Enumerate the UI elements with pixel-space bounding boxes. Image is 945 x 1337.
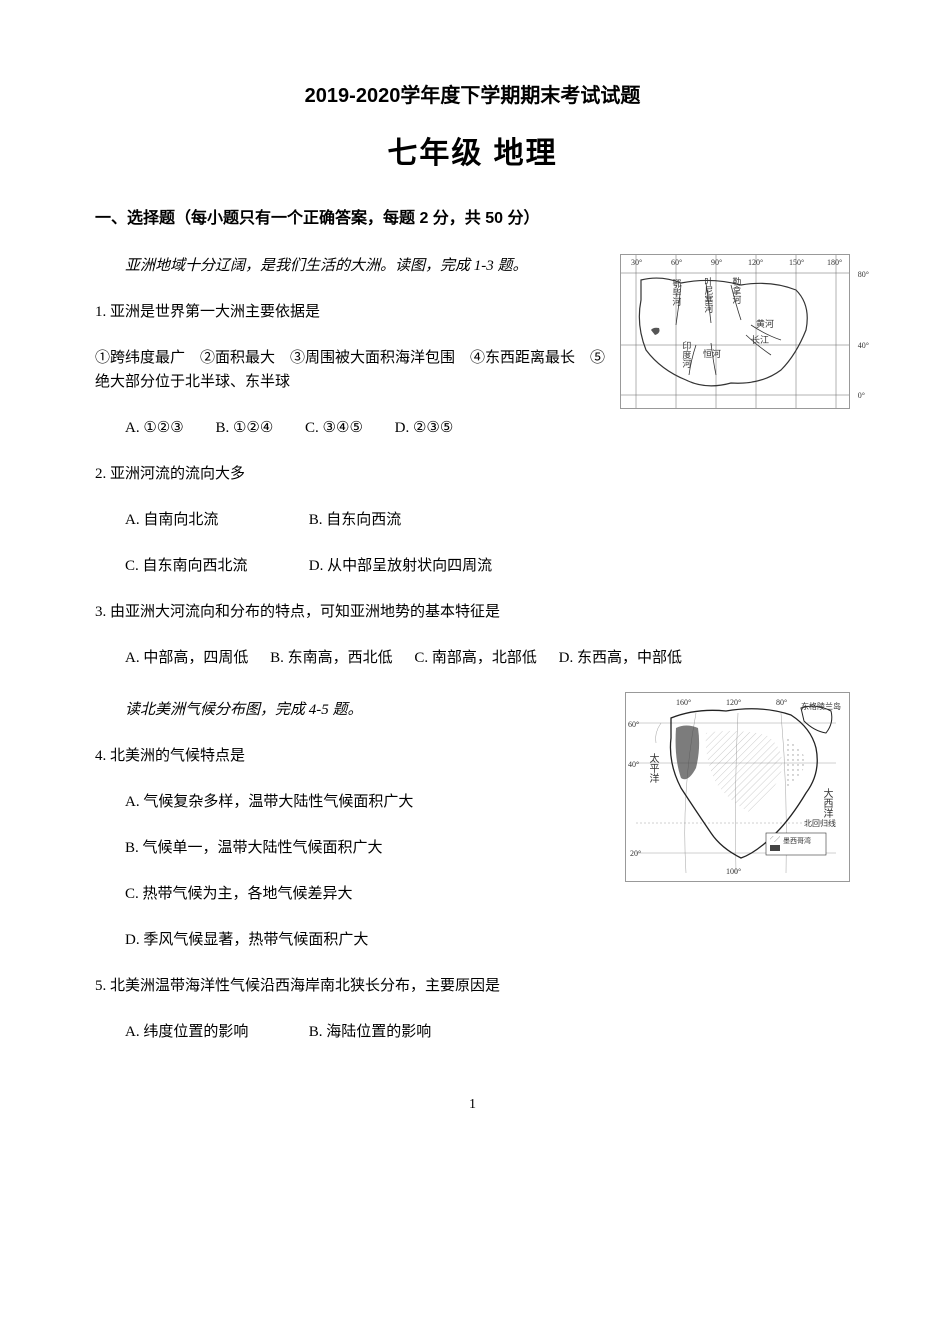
section-header: 一、选择题（每小题只有一个正确答案，每题 2 分，共 50 分） [95,206,850,232]
q2-opt-d: D. 从中部呈放射状向四周流 [309,554,492,578]
question-5-options: A. 纬度位置的影响 B. 海陆位置的影响 [95,1020,850,1044]
map-deg: 30° [631,257,642,270]
q1-opt-c: C. ③④⑤ [305,416,363,440]
map2-label: 东格陵兰岛 [801,701,841,714]
north-america-map-figure: 160° 120° 80° 60° 40° 20° 100° 东格陵兰岛 太平洋… [625,692,850,882]
q3-opt-a: A. 中部高，四周低 [125,646,248,670]
page-number: 1 [95,1094,850,1116]
map2-deg: 120° [726,697,741,710]
question-3-stem: 3. 由亚洲大河流向和分布的特点，可知亚洲地势的基本特征是 [95,600,850,624]
map2-label: 太平洋 [644,753,660,783]
question-2-stem: 2. 亚洲河流的流向大多 [95,462,850,486]
map-deg: 60° [671,257,682,270]
q1-opt-b: B. ①②④ [215,416,273,440]
q4-opt-d: D. 季风气候显著，热带气候面积广大 [125,928,850,952]
map2-deg: 20° [630,848,641,861]
map-deg: 90° [711,257,722,270]
map2-deg: 40° [628,759,639,772]
asia-map-figure: 30° 60° 90° 120° 150° 180° 80° 40° 0° 鄂毕… [620,254,850,409]
map2-label: 墨西哥湾 [783,836,811,847]
map2-label: 北回归线 [804,818,836,831]
river-label: 印度河 [679,341,693,368]
question-5-stem: 5. 北美洲温带海洋性气候沿西海岸南北狭长分布，主要原因是 [95,974,850,998]
q3-opt-d: D. 东西高，中部低 [559,646,682,670]
exam-title-small: 2019-2020学年度下学期期末考试试题 [95,80,850,112]
q5-opt-b: B. 海陆位置的影响 [309,1020,432,1044]
content-wrap: 30° 60° 90° 120° 150° 180° 80° 40° 0° 鄂毕… [95,254,850,1044]
map-deg: 0° [858,390,865,403]
river-label: 黄河 [756,317,774,331]
q1-opt-a: A. ①②③ [125,416,184,440]
q1-opt-d: D. ②③⑤ [395,416,454,440]
map-deg: 120° [748,257,763,270]
river-label: 勒拿河 [729,277,743,304]
river-label: 鄂毕河 [669,279,683,306]
question-1-options: A. ①②③ B. ①②④ C. ③④⑤ D. ②③⑤ [95,416,850,440]
q5-opt-a: A. 纬度位置的影响 [125,1020,305,1044]
question-3-options: A. 中部高，四周低 B. 东南高，西北低 C. 南部高，北部低 D. 东西高，… [95,646,850,670]
map2-deg: 60° [628,719,639,732]
question-2-options: A. 自南向北流 B. 自东向西流 C. 自东南向西北流 D. 从中部呈放射状向… [95,508,850,578]
q4-opt-c: C. 热带气候为主，各地气候差异大 [125,882,850,906]
q2-opt-a: A. 自南向北流 [125,508,305,532]
river-label: 恒河 [703,347,721,361]
map2-deg: 100° [726,866,741,879]
map-deg: 80° [858,269,869,282]
river-label: 叶尼塞河 [701,277,715,313]
q3-opt-b: B. 东南高，西北低 [270,646,393,670]
map-deg: 150° [789,257,804,270]
q2-opt-b: B. 自东向西流 [309,508,402,532]
exam-title-big: 七年级 地理 [95,130,850,178]
q2-opt-c: C. 自东南向西北流 [125,554,305,578]
map2-deg: 80° [776,697,787,710]
q3-opt-c: C. 南部高，北部低 [414,646,537,670]
river-label: 长江 [751,333,769,347]
map-deg: 40° [858,340,869,353]
map-deg: 180° [827,257,842,270]
map2-label: 大西洋 [818,788,834,818]
map2-deg: 160° [676,697,691,710]
